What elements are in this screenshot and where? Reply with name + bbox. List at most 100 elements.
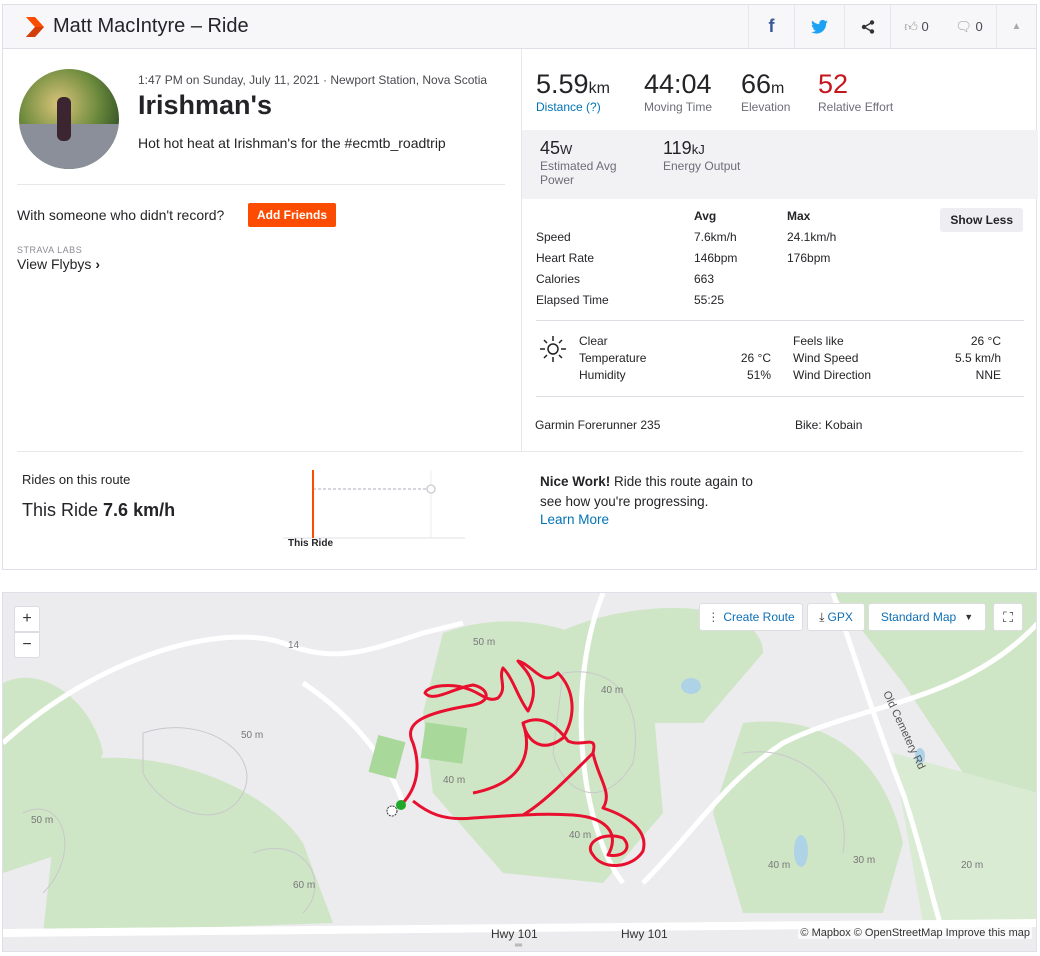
route-chart bbox=[283, 470, 465, 539]
map-type-select[interactable]: Standard Map ▼ bbox=[868, 603, 986, 631]
contour-label: 40 m bbox=[569, 830, 591, 841]
gpx-label: GPX bbox=[827, 610, 853, 624]
zoom-in-button[interactable]: + bbox=[14, 606, 40, 632]
divider bbox=[536, 396, 1024, 397]
stat-label: Relative Effort bbox=[818, 100, 894, 114]
bike-name[interactable]: Bike: Kobain bbox=[795, 418, 863, 432]
contour-label: 50 m bbox=[473, 637, 495, 648]
weather-label: Wind Speed bbox=[793, 351, 859, 365]
stat-unit: W bbox=[560, 142, 573, 157]
road-label: 14 bbox=[288, 640, 300, 651]
divider bbox=[536, 320, 1024, 321]
fullscreen-button[interactable]: ⛶ bbox=[993, 603, 1023, 631]
stat-value: 66 bbox=[741, 69, 772, 99]
map-attribution[interactable]: © Mapbox © OpenStreetMap Improve this ma… bbox=[798, 927, 1032, 939]
route-map[interactable]: 14 Hwy 101 Hwy 101 Old Cemetery Rd 50 m … bbox=[2, 592, 1037, 952]
row-avg: 55:25 bbox=[694, 293, 725, 307]
contour-label: 40 m bbox=[768, 860, 790, 871]
kudos-comments: 👍︎ 0 🗨︎ 0 bbox=[890, 5, 996, 48]
row-avg: 146bpm bbox=[694, 251, 738, 265]
road-label: Hwy 101 bbox=[621, 927, 668, 941]
route-start-marker bbox=[396, 800, 406, 810]
stat-value: 44:04 bbox=[644, 69, 712, 99]
this-ride-value: 7.6 km/h bbox=[103, 500, 176, 520]
show-less-button[interactable]: Show Less bbox=[940, 208, 1023, 232]
map-field bbox=[368, 735, 406, 779]
col-max: Max bbox=[787, 209, 811, 223]
map-canvas: 14 Hwy 101 Hwy 101 Old Cemetery Rd 50 m … bbox=[3, 593, 1036, 941]
stat-label: Elevation bbox=[741, 100, 791, 114]
chevron-right-icon: › bbox=[95, 256, 100, 272]
stat-relative-effort[interactable]: 52 Relative Effort bbox=[818, 69, 893, 114]
create-route-button[interactable]: ⋮ Create Route bbox=[699, 603, 803, 631]
activity-header: Matt MacIntyre – Ride f 👍︎ 0 🗨︎ 0 ▲ bbox=[3, 5, 1036, 49]
stat-value: 52 bbox=[818, 69, 849, 99]
row-max: 176bpm bbox=[787, 251, 831, 265]
comments-button[interactable]: 🗨︎ 0 bbox=[955, 19, 982, 35]
route-title: Rides on this route bbox=[22, 472, 131, 487]
add-friends-button[interactable]: Add Friends bbox=[248, 203, 337, 227]
stat-moving-time: 44:04 Moving Time bbox=[644, 69, 712, 114]
twitter-share-button[interactable] bbox=[794, 5, 844, 48]
this-ride-prefix: This Ride bbox=[22, 500, 99, 520]
kudos-button[interactable]: 👍︎ 0 bbox=[904, 19, 928, 35]
contour-label: 50 m bbox=[241, 730, 263, 741]
weather-condition: Clear bbox=[579, 334, 608, 348]
contour-label: 20 m bbox=[961, 860, 983, 871]
row-label: Heart Rate bbox=[536, 251, 595, 265]
weather-value: 26 °C bbox=[740, 351, 771, 365]
stat-avg-power: 45W Estimated Avg Power bbox=[540, 138, 635, 187]
collapse-button[interactable]: ▲ bbox=[996, 5, 1036, 48]
chart-label: This Ride bbox=[288, 538, 334, 549]
resize-handle-icon[interactable]: ═ bbox=[515, 940, 523, 951]
kudos-count: 0 bbox=[921, 18, 929, 34]
gpx-download-button[interactable]: ⤓ GPX bbox=[807, 603, 865, 631]
contour-label: 40 m bbox=[443, 775, 465, 786]
stat-value: 5.59 bbox=[536, 69, 589, 99]
activity-meta: 1:47 PM on Sunday, July 11, 2021 · Newpo… bbox=[138, 73, 488, 87]
activity-description: Hot hot heat at Irishman's for the #ecmt… bbox=[138, 135, 446, 151]
create-route-label: Create Route bbox=[723, 610, 795, 624]
activity-name: Irishman's bbox=[138, 90, 272, 120]
chart-point bbox=[426, 484, 436, 494]
stat-label: Energy Output bbox=[663, 159, 741, 173]
activity-card: Matt MacIntyre – Ride f 👍︎ 0 🗨︎ 0 ▲ 1:47… bbox=[2, 4, 1038, 570]
share-button[interactable] bbox=[844, 5, 890, 48]
weather-value: 26 °C bbox=[970, 334, 1001, 348]
this-ride-speed: This Ride 7.6 km/h bbox=[22, 500, 175, 521]
comment-icon: 🗨︎ bbox=[955, 18, 972, 34]
athlete-avatar[interactable] bbox=[19, 69, 119, 169]
contour-label: 40 m bbox=[601, 685, 623, 696]
stat-energy: 119kJ Energy Output bbox=[663, 138, 740, 173]
weather-label: Humidity bbox=[579, 368, 626, 382]
contour-label: 30 m bbox=[853, 855, 875, 866]
map-roads bbox=[3, 593, 1036, 937]
zoom-out-button[interactable]: − bbox=[14, 632, 40, 658]
facebook-share-button[interactable]: f bbox=[748, 5, 794, 48]
with-someone-text: With someone who didn't record? bbox=[17, 207, 225, 223]
caret-down-icon: ▼ bbox=[964, 612, 974, 622]
distance-help-link[interactable]: Distance (?) bbox=[536, 100, 601, 114]
view-flybys-link[interactable]: View Flybys › bbox=[17, 256, 100, 272]
col-avg: Avg bbox=[694, 209, 717, 223]
stat-elevation: 66m Elevation bbox=[741, 69, 790, 114]
stat-unit: kJ bbox=[691, 142, 705, 157]
nice-bold: Nice Work! bbox=[540, 474, 611, 489]
stat-value: 45 bbox=[540, 138, 561, 158]
learn-more-link[interactable]: Learn More bbox=[540, 512, 610, 527]
row-avg: 663 bbox=[694, 272, 715, 286]
weather-label: Wind Direction bbox=[793, 368, 872, 382]
stat-value: 119 bbox=[663, 138, 692, 158]
sun-icon bbox=[540, 336, 566, 362]
route-icon: ⋮ bbox=[707, 610, 720, 624]
nice-text: Ride this route again to see how you're … bbox=[540, 474, 753, 509]
expand-icon: ⛶ bbox=[1003, 608, 1013, 625]
weather-label: Temperature bbox=[579, 351, 647, 365]
share-icon bbox=[861, 19, 874, 34]
device-name: Garmin Forerunner 235 bbox=[535, 418, 661, 432]
flybys-label: View Flybys bbox=[17, 256, 92, 272]
stat-distance: 5.59km Distance (?) bbox=[536, 69, 610, 114]
map-field bbox=[420, 722, 468, 764]
twitter-icon bbox=[811, 19, 828, 34]
stat-unit: m bbox=[771, 80, 785, 97]
